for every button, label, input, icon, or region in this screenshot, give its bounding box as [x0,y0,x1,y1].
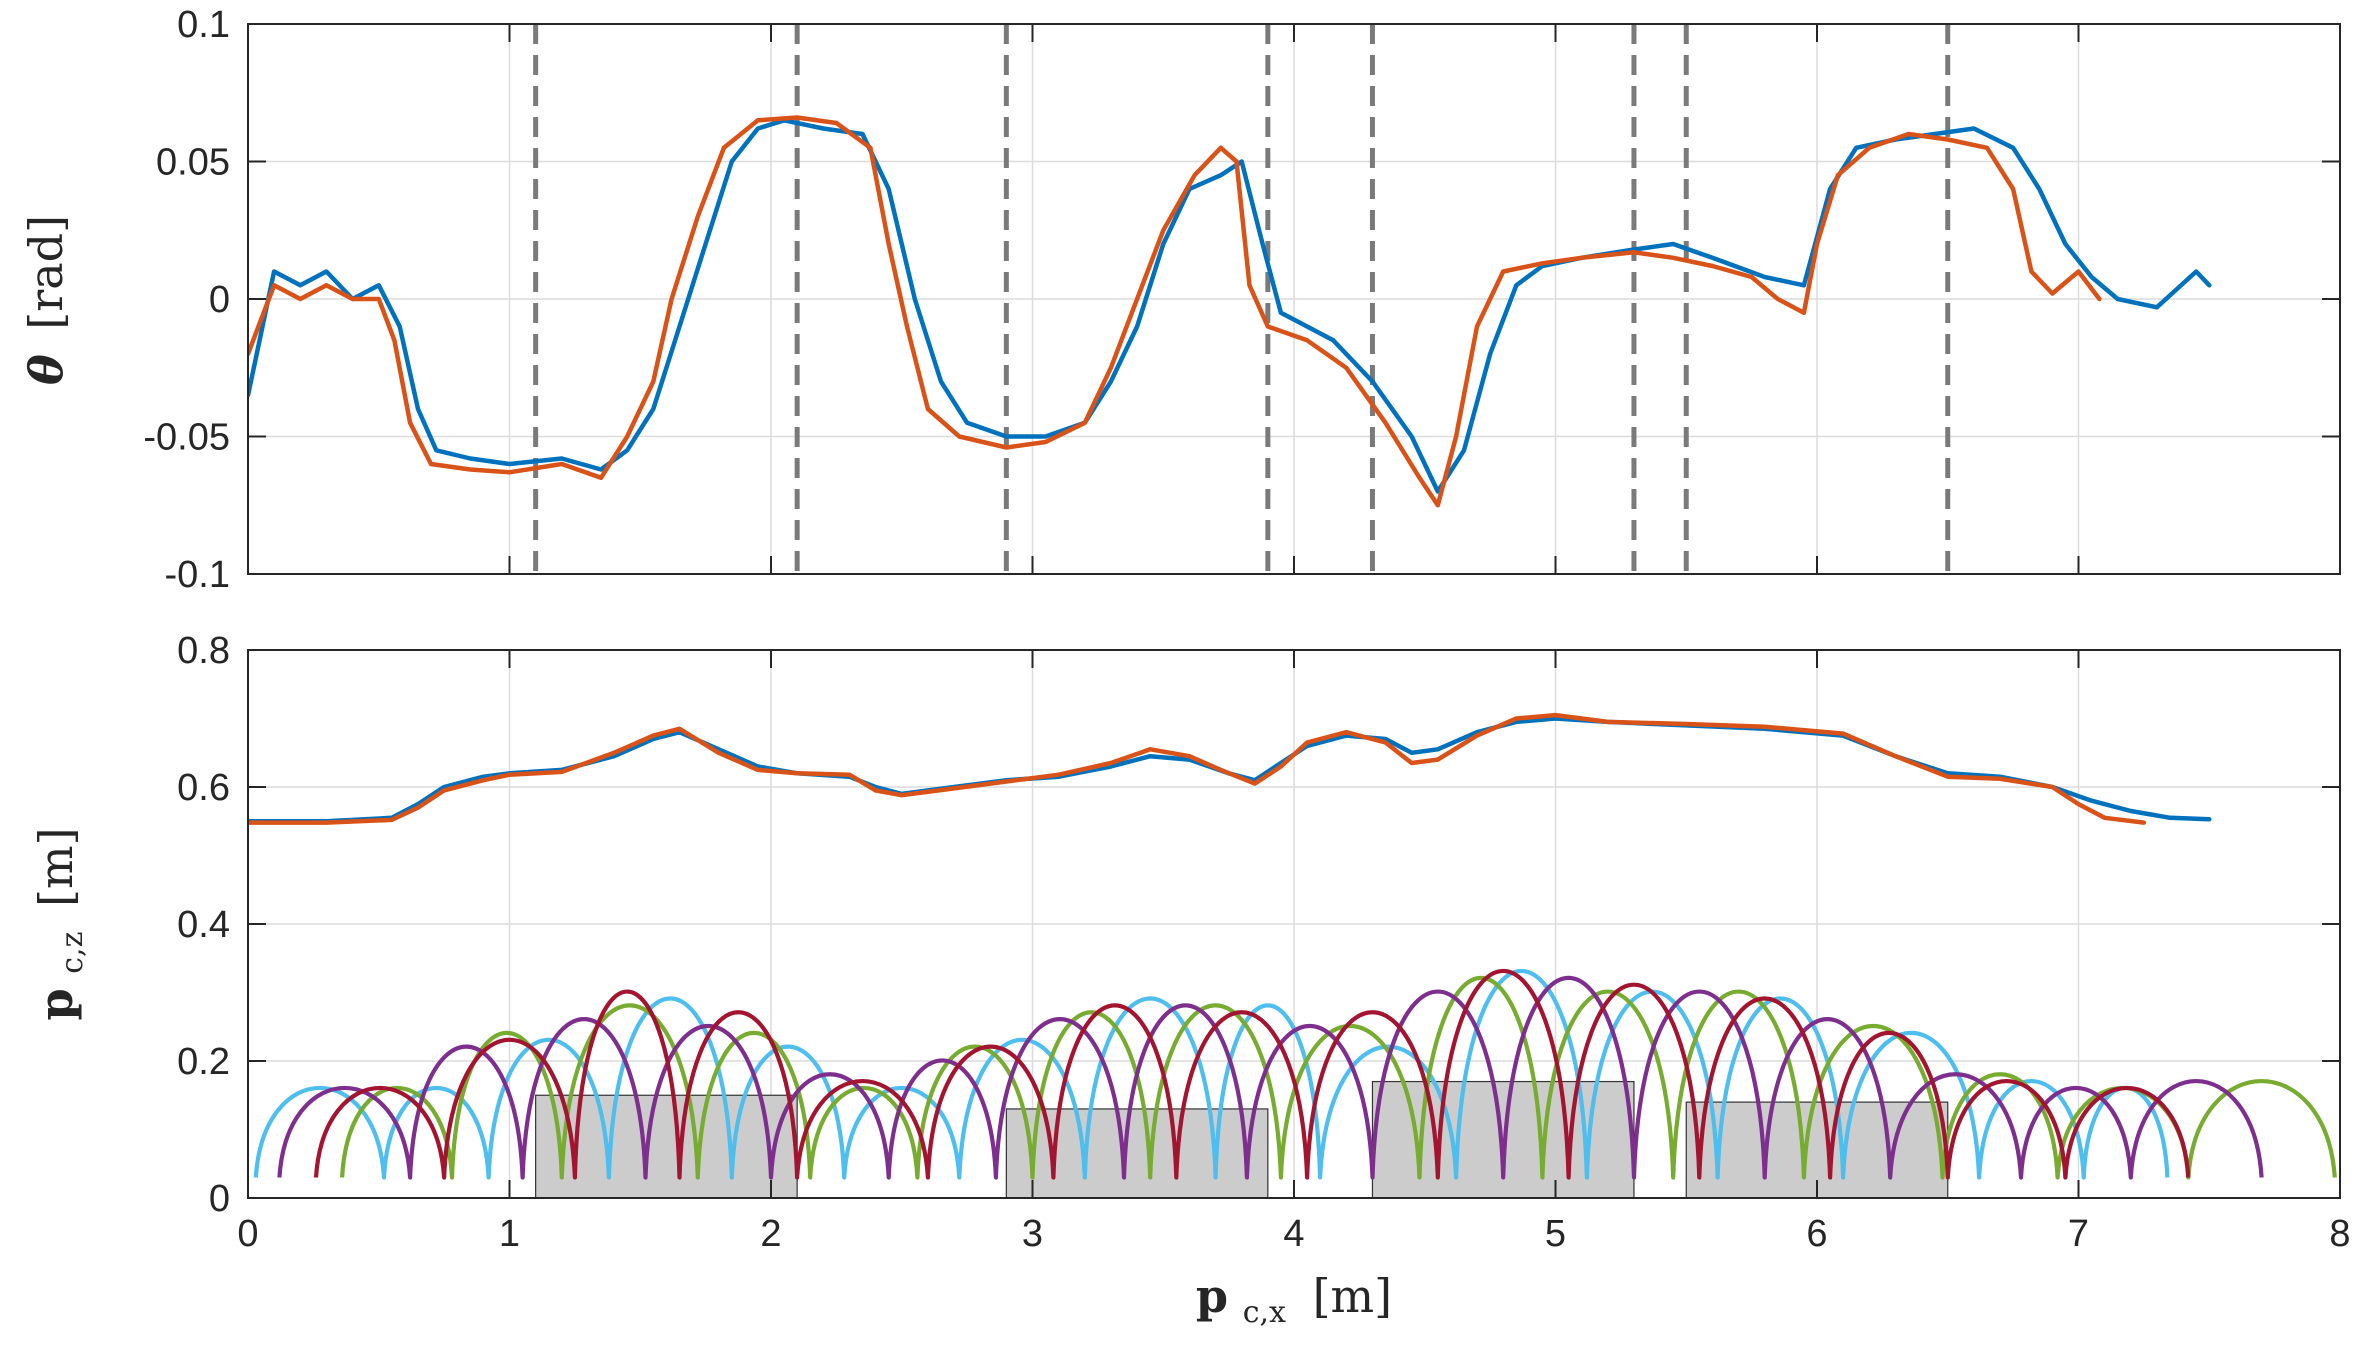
x-tick-label: 8 [2329,1213,2350,1255]
height-ylabel-sub: c,z [55,932,90,974]
height-panel: 0 1 2 3 4 5 6 7 8 0 0.2 0.4 0.6 0.8 p c,z [m] p c,x [… [29,630,2351,1333]
theta-grid [248,24,2340,574]
foot-swing-line [313,968,2191,1180]
height-ytick-label: 0.6 [177,767,230,809]
height-series-line [248,712,2147,825]
x-axis-label-symbol: p [1196,1269,1228,1323]
height-grid [248,650,2340,1198]
x-axis-label-unit: [m] [1313,1269,1393,1323]
x-tick-label: 6 [1806,1213,1827,1255]
foot-swing-line [340,975,2337,1180]
height-ylabel-unit: [m] [29,827,83,907]
theta-series [248,115,2212,508]
theta-ticks: -0.1 -0.05 0 0.05 0.1 [143,4,2341,596]
theta-ytick-label: -0.05 [143,417,230,459]
x-tick-label: 3 [1022,1213,1043,1255]
theta-panel: -0.1 -0.05 0 0.05 0.1 θ [rad] [19,4,2341,596]
theta-ytick-label: 0.05 [156,142,230,184]
foot-swing-line [277,975,2264,1180]
theta-ylabel: θ [rad] [19,215,73,385]
theta-series-line [248,118,2212,494]
height-series [248,712,2212,825]
x-tick-label: 2 [760,1213,781,1255]
height-ylabel-symbol: p [29,988,83,1020]
x-tick-label: 5 [1545,1213,1566,1255]
theta-ytick-label: 0 [209,279,230,321]
theta-ytick-label: 0.1 [177,4,230,46]
height-ytick-label: 0.8 [177,630,230,672]
foot-swing-series [253,968,2337,1180]
theta-ylabel-unit: [rad] [19,215,73,330]
height-series-line [248,716,2212,824]
x-axis-label-sub: c,x [1243,1295,1286,1330]
height-ytick-label: 0.2 [177,1041,230,1083]
obstacles [535,1080,1949,1199]
height-ytick-label: 0 [209,1178,230,1220]
height-ylabel: p c,z [m] [29,827,93,1020]
x-axis-label: p c,x [m] [1196,1269,1392,1333]
x-tick-label: 4 [1283,1213,1304,1255]
x-tick-label: 0 [237,1213,258,1255]
x-tick-label: 7 [2068,1213,2089,1255]
height-ytick-label: 0.4 [177,904,230,946]
height-ticks: 0 1 2 3 4 5 6 7 8 0 0.2 0.4 0.6 0.8 [177,630,2350,1255]
x-tick-label: 1 [499,1213,520,1255]
theta-ytick-label: -0.1 [165,554,230,596]
theta-series-line [248,115,2102,508]
theta-ylabel-symbol: θ [19,354,73,385]
foot-swing-line [253,968,2170,1180]
